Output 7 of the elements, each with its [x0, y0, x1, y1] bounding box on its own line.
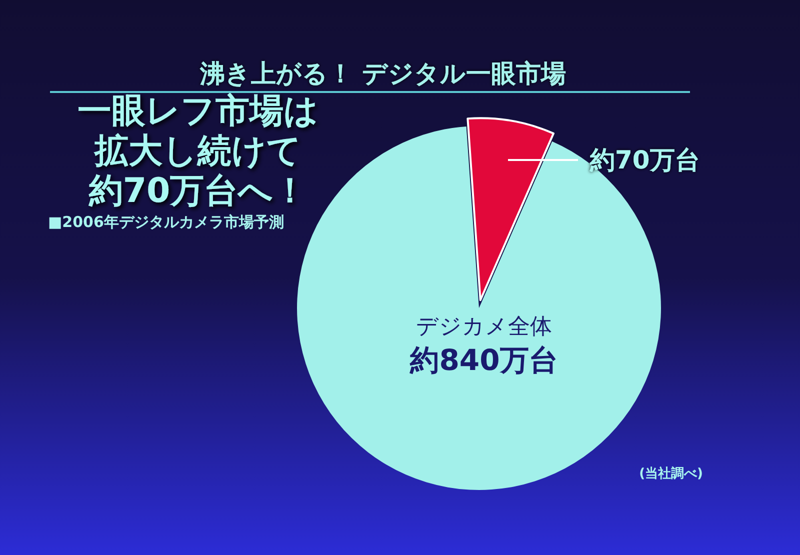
text: ■2006年デジタルカメラ市場予測	[48, 213, 284, 231]
chart-subtitle: 一眼レフ市場は拡大し続けて約70万台へ！	[78, 91, 318, 211]
data-label: 約840万台	[409, 343, 558, 377]
data-label: 約70万台	[589, 146, 700, 174]
text: (当社調べ)	[639, 466, 703, 482]
chart-title: 沸き上がる！ デジタル一眼市場	[199, 59, 566, 88]
slice-label: デジカメ全体	[416, 314, 552, 340]
